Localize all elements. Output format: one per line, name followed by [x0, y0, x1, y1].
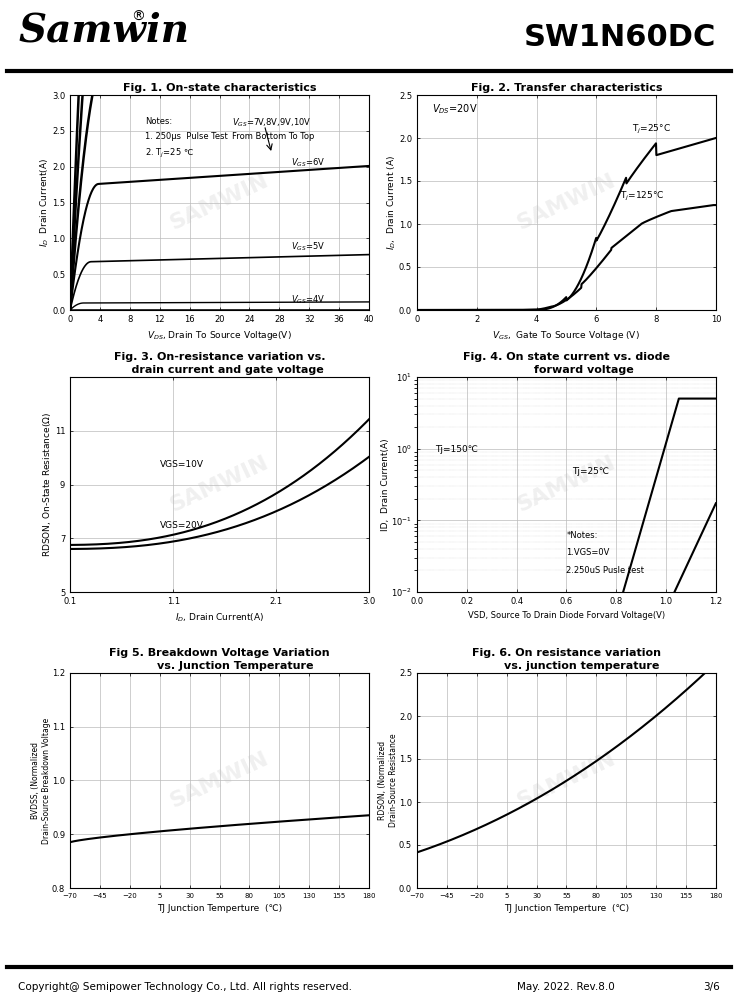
- Y-axis label: RDSON, (Normalized
Drain-Source Resistance: RDSON, (Normalized Drain-Source Resistan…: [378, 734, 398, 827]
- Text: SAMWIN: SAMWIN: [514, 453, 619, 516]
- X-axis label: TJ Junction Temperture  (℃): TJ Junction Temperture (℃): [157, 904, 282, 913]
- Text: T$_j$=25°C: T$_j$=25°C: [632, 123, 671, 136]
- Text: $V_{GS}$=6V: $V_{GS}$=6V: [291, 156, 325, 169]
- X-axis label: VSD, Source To Drain Diode Forvard Voltage(V): VSD, Source To Drain Diode Forvard Volta…: [468, 611, 665, 620]
- Text: T$_j$=125°C: T$_j$=125°C: [620, 190, 665, 203]
- Text: Fig. 1. On-state characteristics: Fig. 1. On-state characteristics: [123, 83, 317, 93]
- Text: SW1N60DC: SW1N60DC: [523, 23, 716, 52]
- Y-axis label: $I_D$,  Drain Current (A): $I_D$, Drain Current (A): [385, 155, 398, 250]
- Text: SAMWIN: SAMWIN: [167, 171, 272, 234]
- Text: 2.250uS Pusle test: 2.250uS Pusle test: [567, 566, 644, 575]
- Text: SAMWIN: SAMWIN: [167, 453, 272, 516]
- Y-axis label: RDSON, On-State Resistance($\Omega$): RDSON, On-State Resistance($\Omega$): [41, 412, 53, 557]
- Text: ®: ®: [131, 9, 145, 23]
- Text: 1.VGS=0V: 1.VGS=0V: [567, 548, 610, 557]
- Text: Fig. 6. On resistance variation
        vs. junction temperature: Fig. 6. On resistance variation vs. junc…: [472, 648, 661, 671]
- Text: VGS=10V: VGS=10V: [159, 460, 204, 469]
- Text: Copyright@ Semipower Technology Co., Ltd. All rights reserved.: Copyright@ Semipower Technology Co., Ltd…: [18, 982, 353, 992]
- X-axis label: $V_{DS}$, Drain To Source Voltage(V): $V_{DS}$, Drain To Source Voltage(V): [147, 329, 292, 342]
- Text: 2. T$_j$=25 ℃: 2. T$_j$=25 ℃: [145, 147, 193, 160]
- Text: From Bottom To Top: From Bottom To Top: [232, 132, 314, 141]
- Text: 3/6: 3/6: [703, 982, 720, 992]
- Y-axis label: ID,  Drain Current(A): ID, Drain Current(A): [381, 438, 390, 531]
- Y-axis label: BVDSS, (Normalized
Drain-Source Breakdown Voltage: BVDSS, (Normalized Drain-Source Breakdow…: [31, 717, 51, 844]
- Text: Tj=150℃: Tj=150℃: [435, 445, 477, 454]
- Text: Fig. 4. On state current vs. diode
         forward voltage: Fig. 4. On state current vs. diode forwa…: [463, 352, 670, 375]
- Text: SAMWIN: SAMWIN: [514, 171, 619, 234]
- Text: 1. 250μs  Pulse Test: 1. 250μs Pulse Test: [145, 132, 227, 141]
- Text: Fig. 2. Transfer characteristics: Fig. 2. Transfer characteristics: [471, 83, 662, 93]
- X-axis label: $V_{GS}$,  Gate To Source Voltage (V): $V_{GS}$, Gate To Source Voltage (V): [492, 329, 641, 342]
- Text: VGS=20V: VGS=20V: [159, 520, 204, 530]
- X-axis label: TJ Junction Temperture  (℃): TJ Junction Temperture (℃): [504, 904, 629, 913]
- Text: Notes:: Notes:: [145, 117, 172, 126]
- Text: May. 2022. Rev.8.0: May. 2022. Rev.8.0: [517, 982, 614, 992]
- Text: Fig. 3. On-resistance variation vs.
    drain current and gate voltage: Fig. 3. On-resistance variation vs. drai…: [114, 352, 325, 375]
- Y-axis label: $I_D$  Drain Current(A): $I_D$ Drain Current(A): [38, 158, 51, 247]
- Text: Tj=25℃: Tj=25℃: [573, 467, 610, 476]
- Text: SAMWIN: SAMWIN: [167, 749, 272, 812]
- Text: $V_{GS}$=5V: $V_{GS}$=5V: [291, 241, 325, 253]
- Text: *Notes:: *Notes:: [567, 531, 598, 540]
- Text: SAMWIN: SAMWIN: [514, 749, 619, 812]
- Text: Fig 5. Breakdown Voltage Variation
        vs. Junction Temperature: Fig 5. Breakdown Voltage Variation vs. J…: [109, 648, 330, 671]
- Text: Samwin: Samwin: [18, 11, 190, 49]
- Text: $V_{GS}$=4V: $V_{GS}$=4V: [291, 293, 325, 306]
- Text: $V_{GS}$=7V,8V,9V,10V: $V_{GS}$=7V,8V,9V,10V: [232, 117, 311, 129]
- Text: $V_{DS}$=20V: $V_{DS}$=20V: [432, 102, 477, 116]
- X-axis label: $I_D$, Drain Current(A): $I_D$, Drain Current(A): [175, 611, 264, 624]
